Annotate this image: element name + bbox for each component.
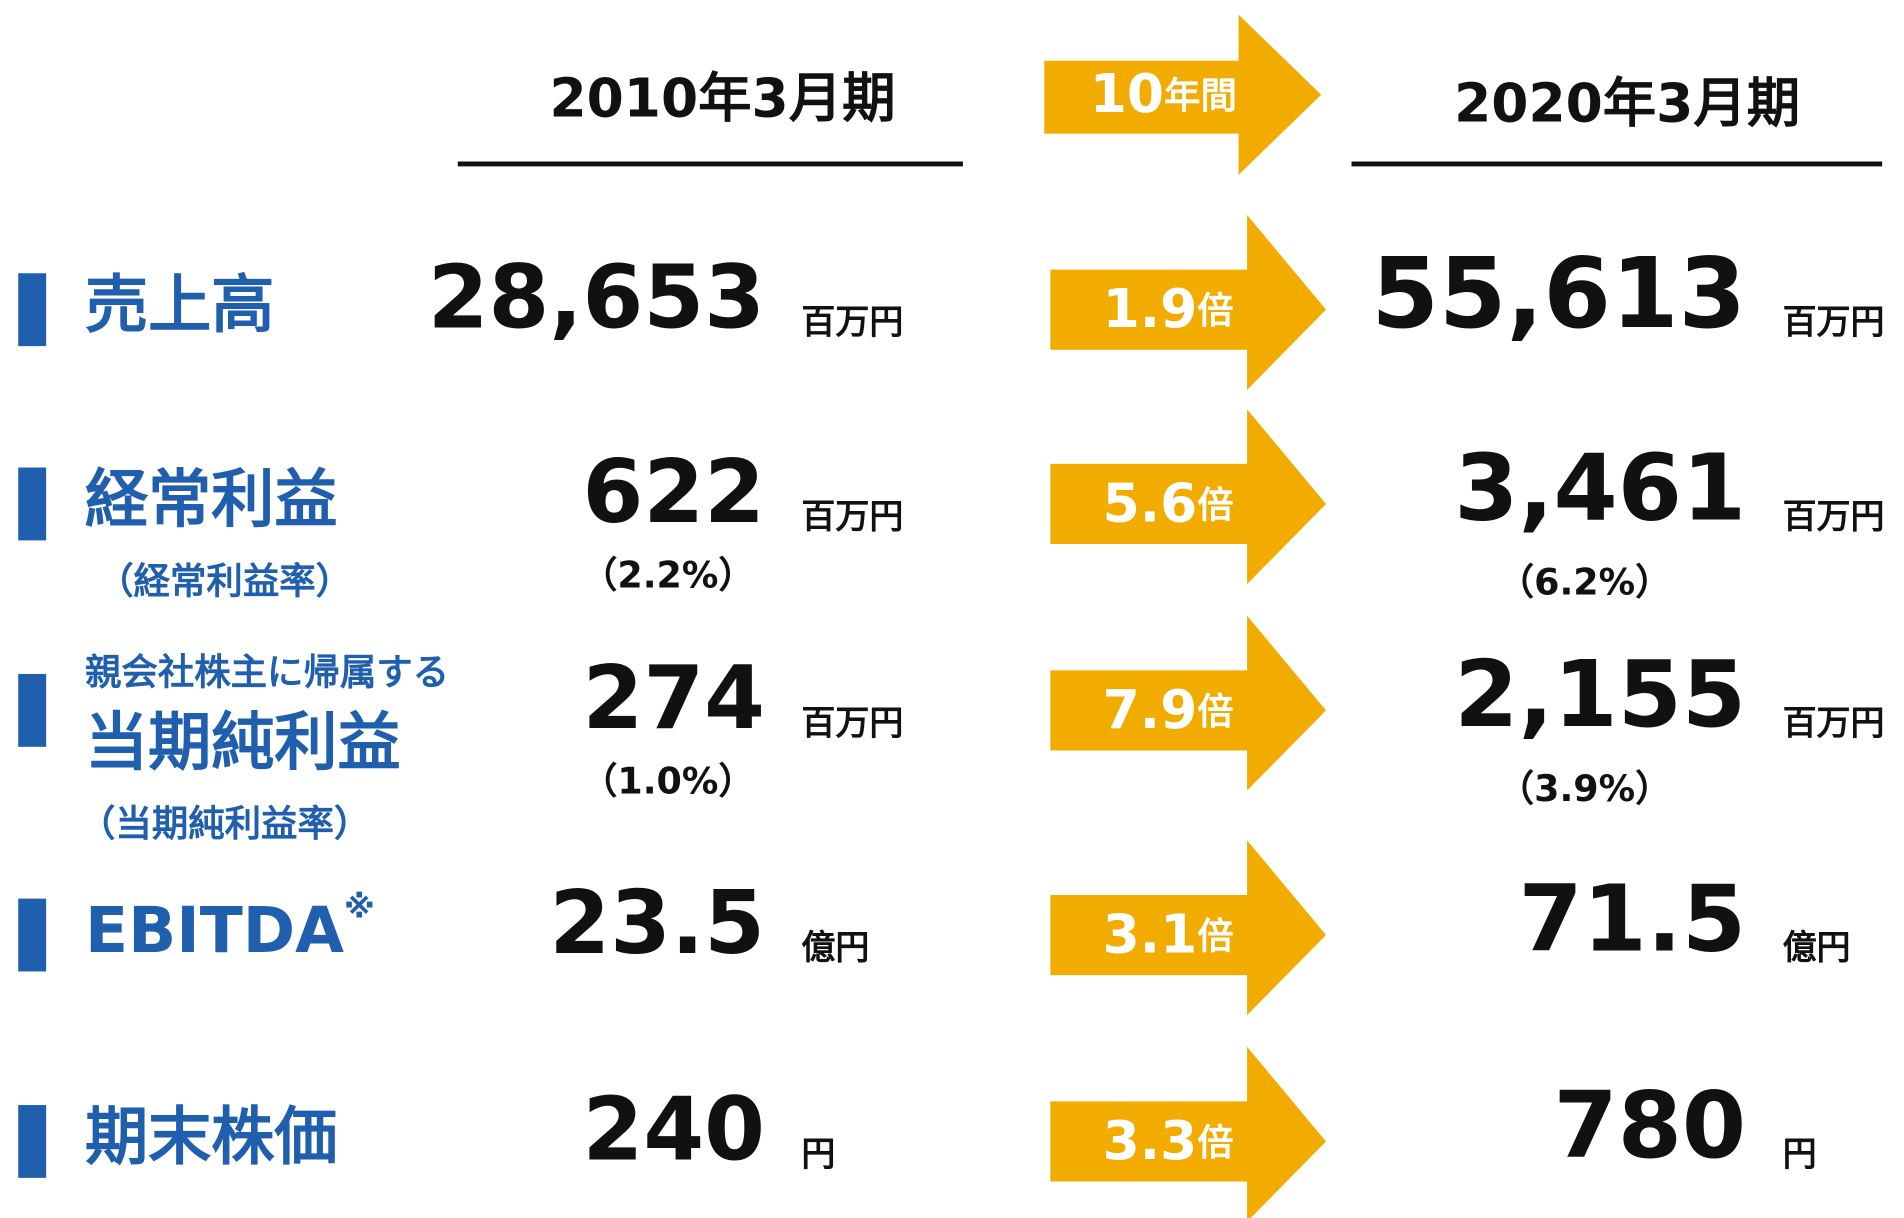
left-unit: 百万円 xyxy=(801,703,903,743)
multiplier-number: 3.3 xyxy=(1103,1109,1198,1172)
right-unit: 億円 xyxy=(1783,928,1851,968)
period-unit: 年間 xyxy=(1164,74,1237,117)
multiplier: 7.9倍 xyxy=(1103,677,1234,740)
multiplier-number: 7.9 xyxy=(1103,677,1198,740)
right-unit: 円 xyxy=(1783,1135,1817,1175)
multiplier-number: 5.6 xyxy=(1103,471,1198,534)
header-right: 2020年3月期 xyxy=(1454,72,1800,135)
label-text: EBITDA xyxy=(85,893,344,967)
multiplier-unit: 倍 xyxy=(1197,1120,1233,1163)
label-note: ※ xyxy=(344,889,375,925)
multiplier-number: 1.9 xyxy=(1103,277,1198,340)
left-value: 240 xyxy=(583,1078,765,1180)
left-unit: 円 xyxy=(801,1135,835,1175)
row-marker xyxy=(18,1105,47,1178)
left-value: 23.5 xyxy=(549,872,765,974)
header-arrow xyxy=(1044,14,1322,175)
row-label: 経常利益 xyxy=(85,462,337,536)
multiplier: 3.1倍 xyxy=(1103,902,1234,965)
growth-arrow xyxy=(1050,615,1326,791)
right-sub: （6.2%） xyxy=(1498,561,1672,604)
right-sub: （3.9%） xyxy=(1498,767,1672,810)
label-text: 経常利益 xyxy=(85,462,337,536)
right-value: 2,155 xyxy=(1454,640,1746,748)
left-unit: 百万円 xyxy=(801,303,903,343)
left-sub: （2.2%） xyxy=(581,553,755,596)
left-value: 622 xyxy=(583,441,765,543)
row-label: EBITDA※ xyxy=(85,889,375,967)
row-label: 売上高 xyxy=(85,268,274,342)
row-sublabel: （当期純利益率） xyxy=(79,802,370,845)
multiplier-unit: 倍 xyxy=(1197,689,1233,732)
growth-arrow xyxy=(1050,1046,1326,1218)
row-prelabel: 親会社株主に帰属する xyxy=(85,650,449,693)
row-sublabel: （経常利益率） xyxy=(97,559,352,602)
row-marker xyxy=(18,898,47,972)
row-marker xyxy=(18,273,47,347)
multiplier-unit: 倍 xyxy=(1197,483,1233,526)
right-value: 55,613 xyxy=(1371,237,1746,350)
multiplier: 5.6倍 xyxy=(1103,471,1234,534)
header-left: 2010年3月期 xyxy=(549,67,895,130)
right-unit: 百万円 xyxy=(1783,703,1885,743)
left-value: 274 xyxy=(583,647,765,749)
right-value: 780 xyxy=(1554,1071,1747,1179)
multiplier-unit: 倍 xyxy=(1197,914,1233,957)
growth-arrow xyxy=(1050,214,1326,390)
growth-arrow xyxy=(1050,840,1326,1016)
label-text: 売上高 xyxy=(85,268,274,342)
left-unit: 億円 xyxy=(801,928,869,968)
period-number: 10 xyxy=(1090,62,1164,125)
left-unit: 百万円 xyxy=(801,497,903,537)
multiplier: 1.9倍 xyxy=(1103,277,1234,340)
label-text: 期末株価 xyxy=(85,1100,337,1174)
multiplier: 3.3倍 xyxy=(1103,1109,1234,1172)
row-label: 期末株価 xyxy=(85,1100,337,1174)
right-unit: 百万円 xyxy=(1783,497,1885,537)
row-label: 当期純利益 xyxy=(85,705,401,779)
right-value: 71.5 xyxy=(1518,865,1746,973)
left-value: 28,653 xyxy=(428,247,765,349)
growth-arrow xyxy=(1050,409,1326,585)
row-marker xyxy=(18,673,47,747)
multiplier-number: 3.1 xyxy=(1103,902,1198,965)
right-value: 3,461 xyxy=(1454,434,1746,542)
label-text: 当期純利益 xyxy=(85,705,401,779)
left-sub: （1.0%） xyxy=(581,760,755,803)
right-unit: 百万円 xyxy=(1783,303,1885,343)
row-marker xyxy=(18,467,47,541)
header-middle: 10年間 xyxy=(1090,62,1237,125)
multiplier-unit: 倍 xyxy=(1197,289,1233,332)
